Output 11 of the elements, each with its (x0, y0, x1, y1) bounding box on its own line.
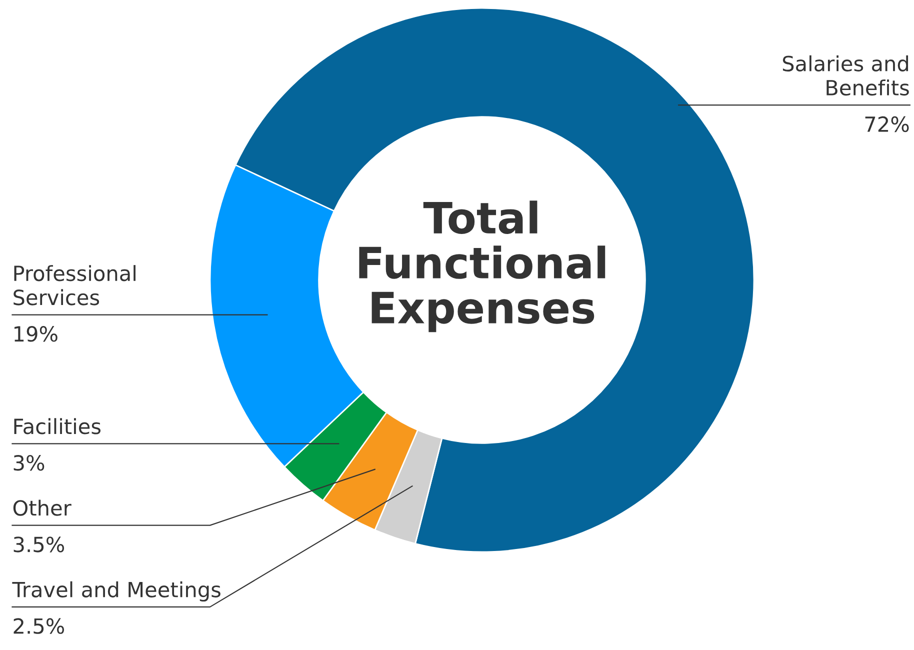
text: Total Functional Expenses (359, 200, 606, 332)
data-label: 19% (14, 326, 58, 342)
data-label: 3% (14, 454, 44, 471)
slice-label: Salaries and Benefits (782, 55, 909, 96)
slice-label: Other (13, 500, 72, 516)
slice-label: Facilities (14, 418, 101, 434)
data-label: 3.5% (14, 536, 64, 552)
data-label: 72% (865, 116, 909, 132)
data-label: 2.5% (14, 618, 64, 634)
slice-label: Professional Services (14, 265, 136, 306)
slice-label: Travel and Meetings (12, 581, 220, 602)
